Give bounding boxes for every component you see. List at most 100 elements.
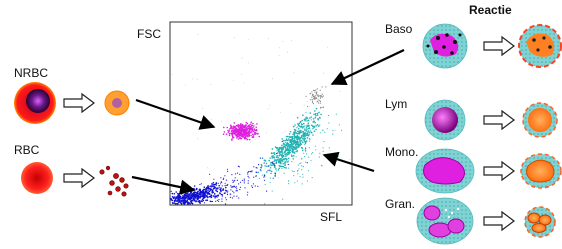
scatter-dot (282, 149, 284, 151)
scatter-dot (310, 160, 311, 161)
scatter-dot (302, 174, 303, 175)
scatter-dot (287, 146, 289, 148)
scatter-dot (291, 156, 293, 158)
scatter-dot (279, 147, 281, 149)
cell-label: Mono. (385, 145, 418, 159)
scatter-dot (226, 185, 227, 186)
scatter-dot (290, 131, 292, 133)
scatter-dot (237, 190, 238, 191)
scatter-dot (181, 200, 183, 202)
scatter-dot (302, 128, 303, 129)
scatter-dot (227, 184, 228, 185)
scatter-dot (207, 168, 208, 169)
scatter-dot (184, 194, 186, 196)
scatter-dot (234, 37, 235, 38)
scatter-dot (311, 119, 312, 120)
scatter-dot (236, 137, 238, 139)
scatter-dot (305, 149, 306, 150)
scatter-dot (195, 197, 197, 199)
scatter-dot (289, 133, 291, 135)
scatter-dot (282, 163, 284, 165)
scatter-dot (303, 123, 305, 125)
scatter-dot (198, 34, 199, 35)
scatter-dot (283, 166, 285, 168)
scatter-dot (207, 190, 209, 192)
scatter-dot (300, 162, 301, 163)
scatter-dot (305, 139, 306, 140)
scatter-dot (273, 163, 274, 164)
scatter-dot (247, 173, 248, 174)
scatter-dot (248, 176, 249, 177)
scatter-dot (253, 125, 255, 127)
scatter-dot (316, 98, 317, 99)
scatter-dot (305, 141, 307, 143)
scatter-dot (279, 165, 280, 166)
scatter-dot (318, 95, 319, 96)
scatter-dot (190, 195, 191, 196)
scatter-dot (182, 195, 184, 197)
scatter-dot (219, 192, 220, 193)
scatter-dot (239, 125, 241, 127)
scatter-dot (281, 155, 283, 157)
scatter-dot (266, 163, 268, 165)
scatter-dot (192, 79, 193, 80)
scatter-dot (231, 130, 233, 132)
scatter-dot (180, 202, 182, 204)
scatter-dot (299, 130, 301, 132)
scatter-dot (239, 174, 240, 175)
scatter-dot (292, 137, 294, 139)
scatter-dot (310, 93, 311, 94)
scatter-dot (232, 128, 234, 130)
scatter-dot (276, 157, 277, 158)
scatter-dot (332, 134, 333, 135)
scatter-dot (332, 130, 333, 131)
scatter-dot (294, 140, 296, 142)
scatter-dot (236, 186, 237, 187)
scatter-dot (195, 201, 196, 202)
scatter-dot (285, 156, 287, 158)
scatter-dot (307, 101, 308, 102)
scatter-dot (258, 164, 259, 165)
scatter-dot (310, 99, 311, 100)
scatter-dot (277, 155, 279, 157)
scatter-dot (350, 159, 351, 160)
scatter-dot (322, 147, 323, 148)
scatter-dot (297, 144, 299, 146)
scatter-dot (283, 147, 285, 149)
scatter-dot (215, 201, 216, 202)
scatter-dot (306, 153, 307, 154)
scatter-dot (270, 182, 271, 183)
baso-reactive (519, 25, 561, 67)
scatter-dot (244, 182, 245, 183)
scatter-dot (204, 192, 206, 194)
scatter-dot (320, 107, 321, 108)
scatter-dot (291, 161, 292, 162)
scatter-dot (302, 138, 304, 140)
baso-cell (423, 24, 467, 68)
scatter-dot (314, 96, 315, 97)
scatter-dot (298, 143, 300, 145)
scatter-dot (291, 136, 293, 138)
scatter-dot (275, 146, 277, 148)
scatter-dot (297, 133, 299, 135)
scatter-dot (245, 138, 247, 140)
scatter-dot (318, 112, 320, 114)
scatter-dot (291, 40, 292, 41)
scatter-dot (288, 168, 289, 169)
scatter-dot (284, 173, 285, 174)
scatter-dot (240, 182, 241, 183)
scatter-dot (294, 171, 295, 172)
scatter-dot (317, 101, 318, 102)
page: {"plot": {"y_axis_label": "FSC", "x_axis… (0, 0, 562, 249)
scatter-dot (209, 193, 211, 195)
scatter-dot (248, 63, 249, 64)
scatter-dot (271, 156, 273, 158)
scatter-dot (294, 151, 295, 152)
scatter-dot (269, 105, 270, 106)
scatter-dot (298, 164, 299, 165)
scatter-dot (264, 180, 265, 181)
scatter-dot (320, 95, 321, 96)
scatter-dot (314, 110, 316, 112)
scatter-dot (211, 119, 212, 120)
scatter-dot (320, 98, 321, 99)
